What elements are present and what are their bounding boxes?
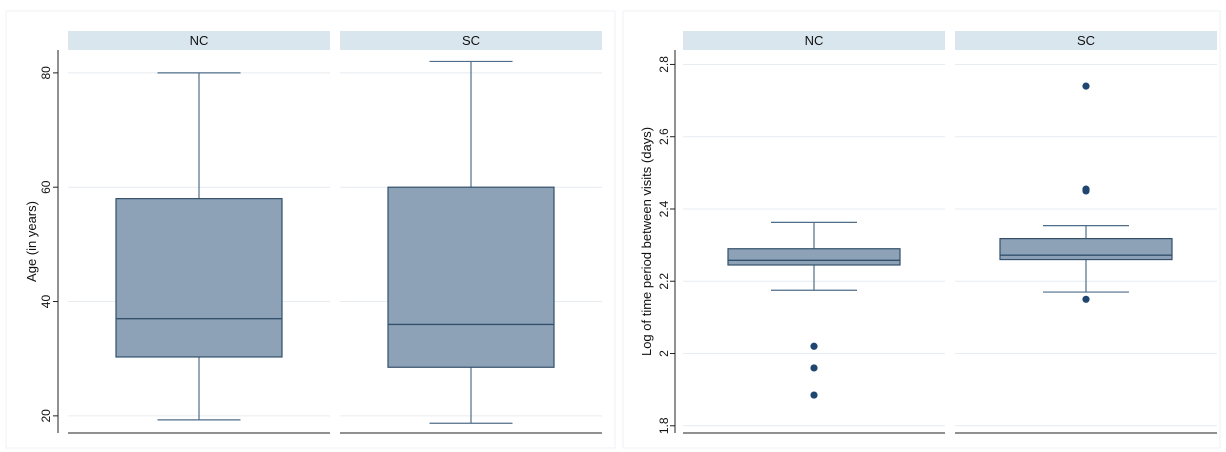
panel-strip-label: SC	[1077, 33, 1095, 48]
box-iqr	[727, 248, 901, 266]
y-tick-label: 20	[39, 409, 53, 423]
chart-frame	[622, 10, 1221, 449]
panel-strip	[683, 31, 945, 50]
chart-2: 1.8 2 2.2 2.4 2.6 2.8 Log of time period betwe…	[622, 10, 1221, 449]
outlier-point	[810, 364, 818, 372]
panel-strip-label: SC	[462, 33, 480, 48]
panel-strip-label: NC	[190, 33, 209, 48]
y-axis-title: Age (in years)	[24, 201, 39, 282]
panel-strip	[340, 31, 602, 50]
panel-strip	[68, 31, 330, 50]
box-iqr	[999, 238, 1173, 261]
panel-nc: NC	[683, 31, 945, 434]
panel-sc: SC	[340, 31, 602, 434]
panel-strip-label: NC	[805, 33, 824, 48]
y-tick-label: 2.6	[657, 128, 671, 145]
outlier-point	[810, 391, 818, 399]
y-tick-label: 60	[39, 180, 53, 194]
y-tick-label: 2.4	[657, 200, 671, 217]
outlier-point	[810, 342, 818, 350]
outlier-point	[1082, 185, 1090, 193]
y-axis-title: Log of time period between visits (days)	[639, 127, 654, 356]
y-tick-label: 1.8	[657, 417, 671, 434]
chart-1: 20 40 60 80 Age (in years) NC SC	[5, 10, 616, 449]
panel-sc: SC	[955, 31, 1217, 434]
outlier-point	[1082, 82, 1090, 90]
panel-strip	[955, 31, 1217, 50]
y-tick-label: 2.8	[657, 56, 671, 73]
y-tick-label: 80	[39, 66, 53, 80]
box-iqr	[115, 198, 283, 358]
y-tick-label: 40	[39, 295, 53, 309]
y-tick-label: 2.2	[657, 273, 671, 290]
panel-nc: NC	[68, 31, 330, 434]
y-tick-label: 2	[657, 350, 671, 357]
box-iqr	[387, 186, 555, 368]
outlier-point	[1082, 295, 1090, 303]
